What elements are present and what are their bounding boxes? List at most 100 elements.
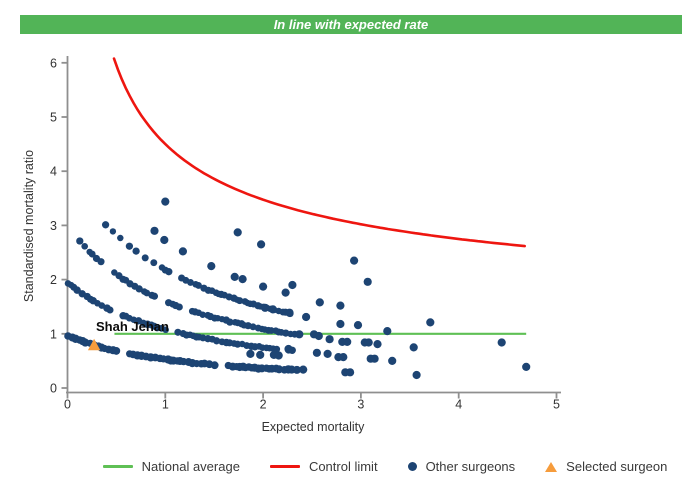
surgeon-band-dot[interactable] bbox=[150, 259, 158, 267]
other-surgeon-dot[interactable] bbox=[295, 330, 304, 339]
other-surgeon-dot[interactable] bbox=[312, 348, 321, 357]
y-tick-label: 6 bbox=[50, 56, 57, 70]
legend: National average Control limit Other sur… bbox=[70, 459, 700, 474]
other-surgeon-dot[interactable] bbox=[336, 301, 345, 310]
legend-label-selected-surgeon: Selected surgeon bbox=[566, 459, 668, 474]
surgeon-band-dot[interactable] bbox=[212, 337, 221, 345]
other-surgeon-dot[interactable] bbox=[383, 327, 392, 336]
surgeon-band-dot[interactable] bbox=[106, 306, 114, 314]
surgeon-band-dot[interactable] bbox=[187, 278, 194, 286]
control-limit-line-icon bbox=[269, 465, 300, 468]
other-surgeon-dot[interactable] bbox=[281, 288, 290, 297]
surgeon-band-dot[interactable] bbox=[101, 221, 110, 229]
other-surgeon-dot[interactable] bbox=[259, 282, 268, 291]
surgeon-band-dot[interactable] bbox=[199, 311, 206, 318]
x-tick-label: 0 bbox=[64, 398, 71, 412]
funnel-plot: 0 1 2 3 4 5 6 0 1 2 3 4 5 Expected mortality Standardi… bbox=[22, 56, 561, 434]
surgeon-band-dot[interactable] bbox=[73, 286, 81, 294]
other-surgeon-dot[interactable] bbox=[161, 197, 170, 206]
surgeon-band-dot[interactable] bbox=[135, 285, 143, 293]
other-surgeon-dot[interactable] bbox=[497, 338, 506, 347]
x-tick-label: 2 bbox=[260, 398, 267, 412]
other-surgeon-dot[interactable] bbox=[339, 353, 348, 362]
legend-item-other-surgeons: Other surgeons bbox=[407, 459, 516, 474]
selected-surgeon-marker[interactable] bbox=[87, 338, 101, 351]
other-surgeons-dot-icon bbox=[407, 462, 417, 471]
surgeon-band-dot[interactable] bbox=[195, 281, 202, 289]
surgeon-band-dot[interactable] bbox=[292, 365, 301, 374]
legend-label-national-average: National average bbox=[141, 459, 240, 474]
other-surgeon-dot[interactable] bbox=[325, 335, 334, 344]
selected-surgeon-label: Shah Jehan bbox=[96, 319, 169, 334]
x-tick-label: 4 bbox=[455, 398, 462, 412]
y-axis-title: Standardised mortality ratio bbox=[22, 150, 36, 302]
other-surgeon-dot[interactable] bbox=[246, 349, 255, 358]
other-surgeon-dot[interactable] bbox=[426, 318, 435, 327]
surgeon-band-dot[interactable] bbox=[109, 228, 117, 235]
other-surgeon-dot[interactable] bbox=[285, 308, 294, 317]
status-banner: In line with expected rate bbox=[20, 15, 682, 34]
other-surgeon-dot[interactable] bbox=[178, 247, 187, 256]
other-surgeon-dot[interactable] bbox=[261, 303, 270, 312]
surgeon-band-dot[interactable] bbox=[165, 268, 173, 276]
national-average-line-icon bbox=[102, 465, 133, 468]
other-surgeon-dot[interactable] bbox=[343, 337, 352, 346]
other-surgeon-dot[interactable] bbox=[207, 262, 216, 271]
other-surgeon-dot[interactable] bbox=[238, 275, 247, 284]
surgeon-band-dot[interactable] bbox=[150, 292, 159, 300]
x-tick-label: 5 bbox=[553, 398, 560, 412]
surgeon-band-dot[interactable] bbox=[273, 345, 281, 353]
surgeon-band-dot[interactable] bbox=[162, 326, 169, 334]
other-surgeon-dot[interactable] bbox=[323, 349, 332, 358]
surgeon-band-dot[interactable] bbox=[117, 234, 124, 242]
other-surgeon-dot[interactable] bbox=[412, 370, 421, 380]
other-surgeon-dot[interactable] bbox=[364, 338, 373, 347]
surgeon-band-dot[interactable] bbox=[175, 303, 183, 311]
surgeon-band-dot[interactable] bbox=[226, 318, 234, 326]
other-surgeon-dot[interactable] bbox=[230, 272, 239, 281]
surgeon-band-dot[interactable] bbox=[132, 247, 140, 255]
other-surgeon-dot[interactable] bbox=[233, 228, 242, 237]
other-surgeon-dot[interactable] bbox=[256, 350, 265, 359]
surgeon-band-dot[interactable] bbox=[174, 328, 182, 336]
control-limit-curve bbox=[112, 57, 526, 248]
other-surgeon-dot[interactable] bbox=[288, 280, 297, 290]
other-surgeon-dot[interactable] bbox=[388, 356, 397, 365]
other-surgeon-dot[interactable] bbox=[522, 362, 531, 371]
other-surgeon-dot[interactable] bbox=[299, 365, 308, 374]
y-tick-label: 4 bbox=[50, 165, 57, 179]
other-surgeon-dot[interactable] bbox=[150, 226, 159, 235]
other-surgeon-dot[interactable] bbox=[346, 368, 355, 377]
y-tick-label: 5 bbox=[50, 111, 57, 125]
other-surgeon-dot[interactable] bbox=[353, 321, 363, 330]
other-surgeon-dot[interactable] bbox=[268, 305, 277, 314]
other-surgeon-dot[interactable] bbox=[409, 343, 418, 352]
other-surgeon-dot[interactable] bbox=[257, 240, 266, 249]
legend-item-selected-surgeon: Selected surgeon bbox=[545, 459, 667, 474]
other-surgeon-dot[interactable] bbox=[314, 331, 323, 341]
other-surgeon-dot[interactable] bbox=[336, 319, 345, 329]
surgeon-band-dot[interactable] bbox=[236, 297, 244, 305]
other-surgeon-dot[interactable] bbox=[350, 256, 359, 265]
surgeon-band-dot[interactable] bbox=[141, 254, 149, 262]
other-surgeon-dot[interactable] bbox=[302, 312, 311, 322]
surgeon-band-dot[interactable] bbox=[97, 258, 105, 266]
other-surgeon-dot[interactable] bbox=[315, 298, 324, 307]
surgeon-band-dot[interactable] bbox=[112, 346, 121, 355]
surgeon-band-dot[interactable] bbox=[76, 237, 84, 245]
other-surgeon-dot[interactable] bbox=[284, 344, 293, 354]
surgeon-band-dot[interactable] bbox=[88, 250, 96, 258]
legend-label-other-surgeons: Other surgeons bbox=[425, 459, 516, 474]
y-tick-label: 3 bbox=[50, 219, 57, 233]
surgeon-band-dot[interactable] bbox=[81, 242, 89, 250]
selected-surgeon-triangle-icon bbox=[545, 461, 558, 472]
surgeon-band-dot[interactable] bbox=[125, 242, 134, 250]
other-surgeon-dot[interactable] bbox=[370, 354, 379, 363]
surgeon-band-dot[interactable] bbox=[210, 361, 219, 370]
other-surgeon-dot[interactable] bbox=[160, 235, 169, 245]
other-surgeon-dot[interactable] bbox=[363, 277, 372, 286]
x-axis-title: Expected mortality bbox=[262, 420, 366, 434]
surgeon-band-dot[interactable] bbox=[249, 323, 257, 331]
other-surgeon-dot[interactable] bbox=[373, 340, 382, 349]
other-surgeon-dot[interactable] bbox=[274, 351, 283, 360]
